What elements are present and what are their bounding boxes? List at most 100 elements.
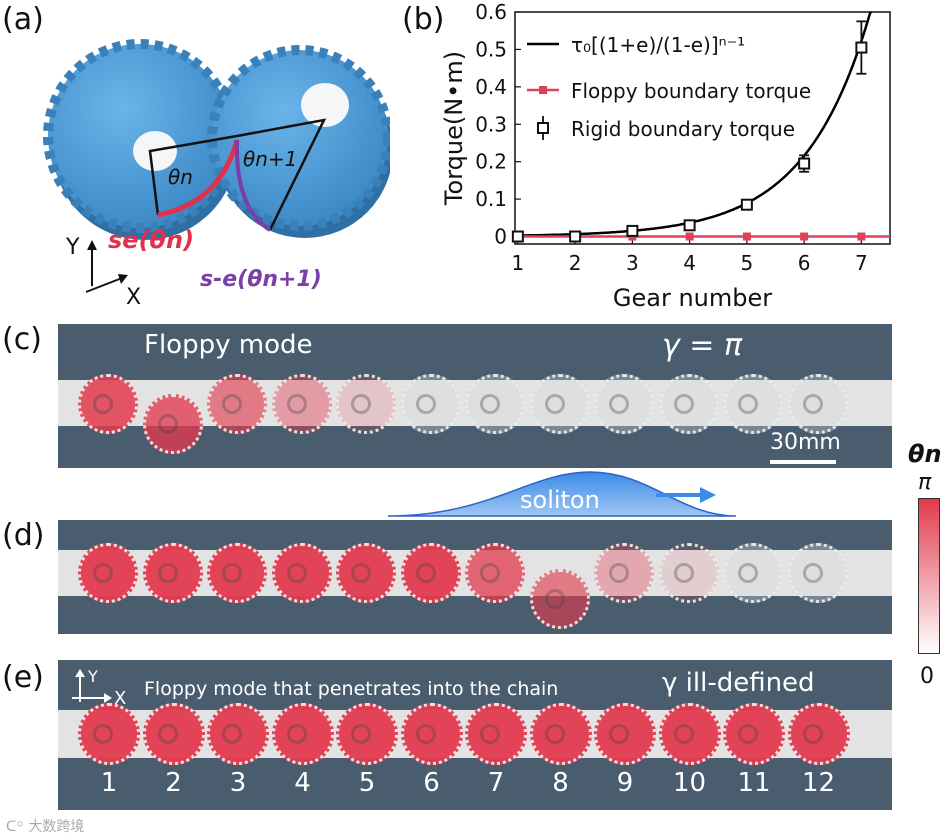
colorbar-min-label: 0 — [920, 664, 934, 689]
gear-5 — [336, 543, 396, 603]
gear-hub — [802, 724, 823, 744]
gear-1 — [78, 703, 140, 765]
gear-number-5: 5 — [358, 768, 376, 798]
gear-7 — [465, 703, 527, 765]
rigid-point — [511, 230, 524, 243]
gear-number-1: 1 — [100, 768, 118, 798]
torque-chart: 1 2 3 4 5 6 7 0 0.1 0.2 0.3 0.4 0.5 0.6 Gear number Tor… — [440, 0, 891, 312]
gear-hub — [157, 563, 178, 583]
gear-8 — [529, 703, 592, 765]
legend-rigid-marker — [537, 122, 549, 134]
gear-hub — [93, 724, 113, 744]
gear-hub — [415, 394, 436, 414]
rigid-point — [855, 41, 868, 54]
gear-hub — [738, 563, 758, 583]
gear-hub — [609, 563, 629, 583]
colorbar-title: θn — [908, 440, 942, 468]
gear-5 — [336, 374, 396, 434]
gear-6 — [400, 543, 461, 603]
legend-floppy-marker — [539, 86, 547, 94]
gear-hub — [222, 724, 242, 744]
s-minus-e-arc — [234, 139, 272, 232]
scale-bar — [770, 460, 836, 464]
gear-hub — [480, 394, 500, 414]
gear-number-6: 6 — [423, 768, 440, 798]
panel-d-photo — [58, 520, 892, 634]
y-tick-label: 0.2 — [475, 150, 507, 174]
gear-number-12: 12 — [801, 768, 836, 798]
gear-hub — [157, 724, 178, 744]
floppy-point — [857, 232, 866, 241]
gear-3 — [207, 703, 269, 765]
gear-1 — [78, 374, 138, 434]
gear-12 — [787, 543, 848, 603]
theta-n-lines — [148, 134, 238, 216]
x-tick-label: 2 — [569, 251, 582, 275]
x-tick-label: 3 — [626, 251, 639, 275]
y-tick-label: 0.6 — [475, 0, 507, 24]
gear-hub — [738, 394, 758, 414]
panel-c-photo: Floppy mode γ = π 30mm — [58, 324, 892, 468]
gear-hub — [673, 394, 694, 414]
gear-1 — [78, 543, 138, 603]
gear-6 — [400, 703, 463, 765]
y-tick-label: 0 — [494, 225, 507, 249]
colorbar-max-label: π — [918, 470, 932, 495]
panel-c-title: Floppy mode — [144, 330, 313, 360]
gear-hub — [93, 563, 113, 583]
gear-9 — [594, 543, 654, 603]
gear-hub — [673, 563, 694, 583]
soliton-arrowhead — [700, 487, 716, 503]
gear-hub — [609, 724, 629, 744]
y-tick-label: 0.1 — [475, 187, 507, 211]
panel-e-photo: Y X Floppy mode that penetrates into the… — [58, 660, 892, 810]
gear-11 — [723, 543, 783, 603]
gear-hub — [544, 394, 565, 414]
gear-number-7: 7 — [487, 768, 505, 798]
soliton-illustration: soliton — [387, 471, 737, 517]
gear-3 — [207, 374, 267, 434]
se-arc — [157, 139, 240, 218]
rigid-point — [569, 230, 582, 243]
x-tick-label: 5 — [741, 251, 754, 275]
gear-hub — [286, 724, 307, 744]
panel-c-label: (c) — [2, 322, 42, 357]
scale-bar-label: 30mm — [770, 430, 841, 455]
gear-hub — [480, 563, 500, 583]
watermark-logo-icon: ᑕ꙳ — [6, 819, 24, 835]
panel-e-x-arrowhead — [104, 693, 112, 703]
gear-hub — [738, 724, 758, 744]
gear-hub — [93, 394, 113, 414]
gear-hub — [480, 724, 500, 744]
gear-9 — [594, 703, 656, 765]
gear-11 — [723, 374, 783, 434]
gear-number-11: 11 — [737, 768, 771, 798]
theta-n1-label: θn+1 — [243, 147, 297, 171]
gear-number-10: 10 — [672, 768, 707, 798]
right-gear-hole — [301, 83, 349, 127]
panel-e-axes: Y X — [72, 668, 126, 708]
gear-hub — [286, 394, 307, 414]
rigid-point — [626, 224, 639, 237]
panel-a-label: (a) — [2, 2, 44, 37]
legend-label: Rigid boundary torque — [571, 117, 795, 141]
right-gear — [207, 45, 390, 231]
axis-x-label: X — [126, 285, 141, 308]
gear-9 — [594, 374, 654, 434]
axis-y-label: Y — [65, 235, 80, 260]
rigid-point — [740, 198, 753, 211]
gear-hub — [544, 589, 565, 609]
gear-4 — [271, 703, 334, 765]
se-label: se(θn) — [108, 226, 194, 254]
gear-10 — [658, 703, 721, 765]
rigid-point — [798, 157, 811, 170]
gear-number-2: 2 — [165, 768, 182, 798]
left-gear — [43, 39, 237, 233]
axis-x-arrow — [85, 277, 123, 293]
panel-e-x-label: X — [114, 688, 126, 708]
panel-b-label: (b) — [402, 2, 445, 37]
panel-e-title: Floppy mode that penetrates into the cha… — [144, 678, 559, 700]
soliton-pulse — [387, 471, 737, 517]
gear-4 — [271, 374, 332, 434]
gear-12 — [787, 374, 848, 434]
